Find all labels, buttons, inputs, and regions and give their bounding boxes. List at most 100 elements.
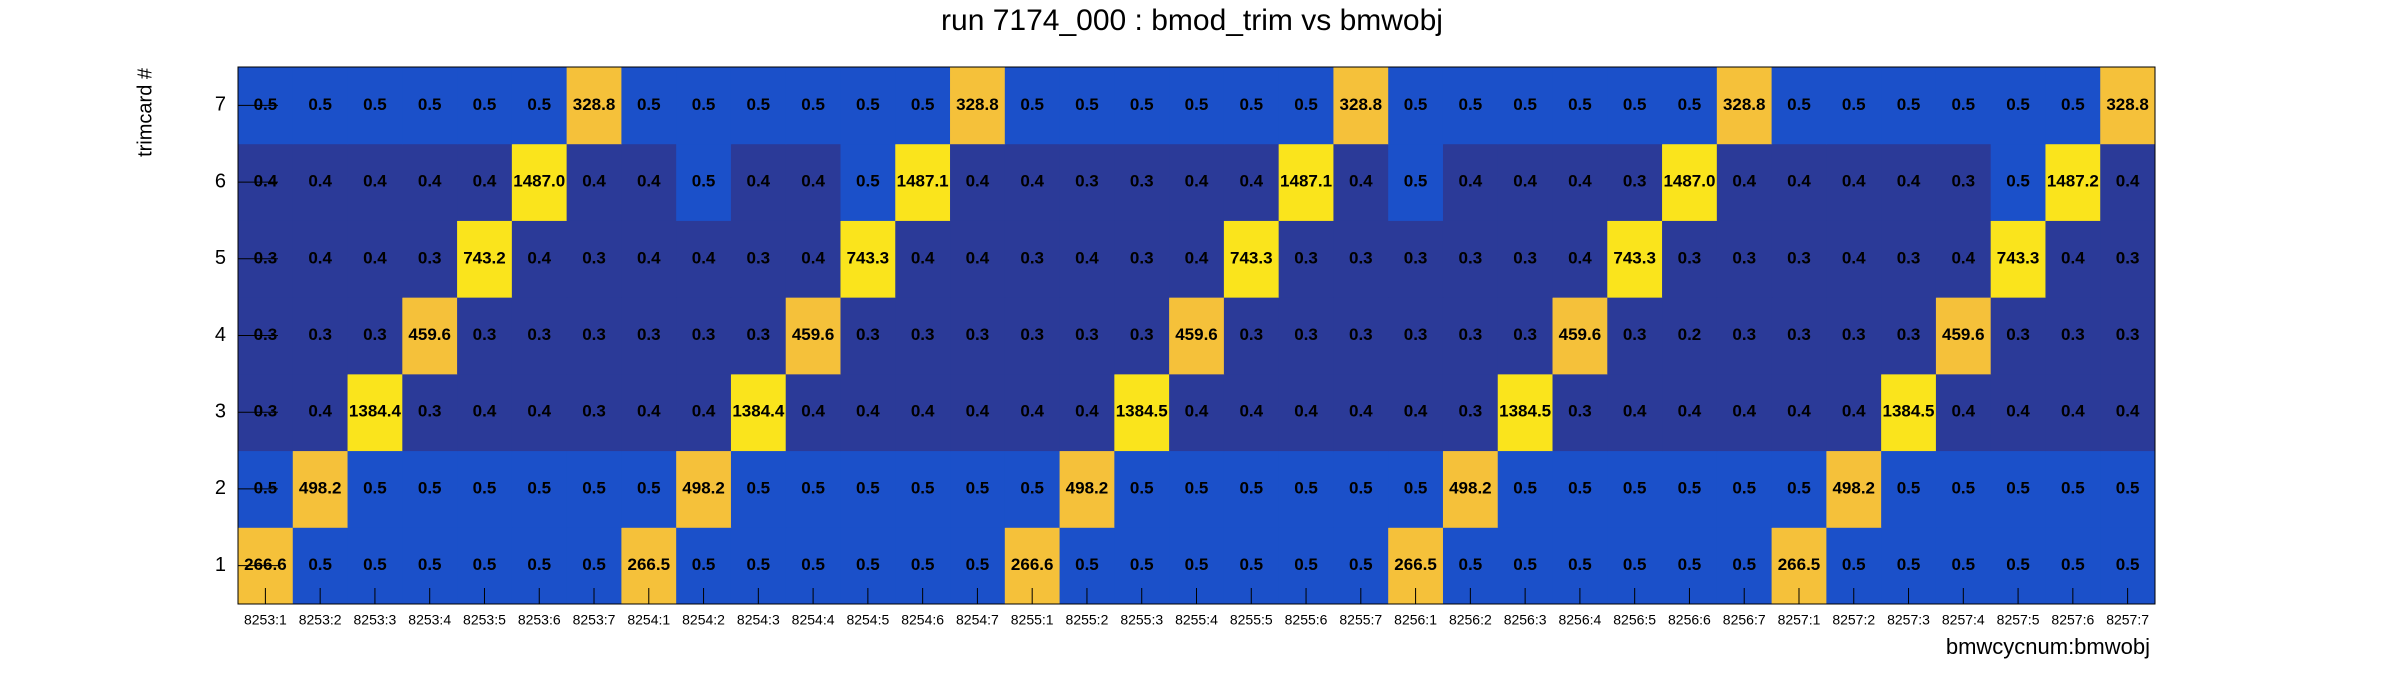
heatmap-cell <box>1442 373 1499 452</box>
heatmap-cell <box>1114 450 1170 528</box>
cell-label: 0.5 <box>966 478 990 497</box>
cell-label: 0.5 <box>1568 478 1592 497</box>
cell-label: 0.4 <box>1951 248 1975 267</box>
cell-label: 0.4 <box>1732 172 1756 191</box>
heatmap-cell <box>1497 297 1554 375</box>
heatmap-cell <box>840 297 896 375</box>
heatmap-cell <box>1442 220 1499 298</box>
cell-label: 0.3 <box>1459 325 1483 344</box>
heatmap-cell <box>2100 297 2156 375</box>
heatmap-cell <box>895 220 951 298</box>
heatmap-cell <box>1223 450 1280 528</box>
heatmap-cell <box>1826 67 1882 145</box>
cell-label: 0.5 <box>911 555 935 574</box>
heatmap-cell <box>1223 297 1280 375</box>
x-tick-label: 8257:3 <box>1887 612 1930 628</box>
heatmap-cell <box>292 143 349 221</box>
x-tick-label: 8253:7 <box>573 612 616 628</box>
heatmap-cell <box>1552 143 1608 221</box>
cell-label: 0.3 <box>1075 172 1099 191</box>
cell-label: 0.5 <box>856 172 880 191</box>
cell-label: 0.4 <box>1239 402 1263 421</box>
x-tick-label: 8257:2 <box>1832 612 1875 628</box>
heatmap-cell <box>347 450 403 528</box>
x-tick-label: 8256:6 <box>1668 612 1711 628</box>
cell-label: 0.4 <box>1239 172 1263 191</box>
cell-label: 0.4 <box>1732 402 1756 421</box>
cell-label: 0.5 <box>473 478 497 497</box>
cell-label: 0.4 <box>1842 402 1866 421</box>
x-tick-label: 8256:1 <box>1394 612 1437 628</box>
cell-label: 459.6 <box>1942 325 1985 344</box>
x-tick-label: 8255:3 <box>1120 612 1163 628</box>
heatmap-cell <box>457 450 513 528</box>
heatmap-cell <box>1278 67 1334 145</box>
cell-label: 0.5 <box>747 95 771 114</box>
heatmap-cell <box>1881 450 1937 528</box>
cell-label: 0.5 <box>1678 478 1702 497</box>
cell-label: 0.5 <box>1951 478 1975 497</box>
cell-label: 0.3 <box>1568 402 1592 421</box>
cell-label: 0.5 <box>473 95 497 114</box>
x-tick-label: 8253:4 <box>408 612 451 628</box>
heatmap-cell <box>2100 373 2156 452</box>
cell-label: 0.3 <box>1678 248 1702 267</box>
heatmap-cell <box>785 143 841 221</box>
heatmap-cell <box>840 450 896 528</box>
x-tick-label: 8254:3 <box>737 612 780 628</box>
cell-label: 0.3 <box>966 325 990 344</box>
heatmap-cell <box>1771 373 1827 452</box>
cell-label: 0.5 <box>254 95 278 114</box>
cell-label: 0.5 <box>1130 478 1154 497</box>
cell-label: 0.5 <box>1842 555 1866 574</box>
cell-label: 0.5 <box>2061 555 2085 574</box>
cell-label: 0.3 <box>1130 172 1154 191</box>
cell-label: 0.3 <box>418 402 442 421</box>
cell-label: 1487.1 <box>1280 172 1332 191</box>
heatmap-cell <box>1388 297 1444 375</box>
x-tick-label: 8255:5 <box>1230 612 1273 628</box>
heatmap-cell <box>895 297 951 375</box>
cell-label: 266.6 <box>244 555 287 574</box>
cell-label: 0.5 <box>1020 95 1044 114</box>
cell-label: 0.3 <box>1294 325 1318 344</box>
heatmap-cell <box>1771 143 1827 221</box>
heatmap-cell <box>785 67 841 145</box>
cell-label: 0.4 <box>801 248 825 267</box>
x-tick-label: 8253:1 <box>244 612 287 628</box>
cell-label: 0.5 <box>2061 95 2085 114</box>
heatmap-cell <box>1059 220 1115 298</box>
cell-label: 0.4 <box>2061 248 2085 267</box>
cell-label: 0.5 <box>1239 95 1263 114</box>
cell-label: 266.5 <box>628 555 671 574</box>
cell-label: 0.5 <box>1185 95 1209 114</box>
heatmap-cell <box>1881 220 1937 298</box>
heatmap-cell <box>785 450 841 528</box>
cell-label: 0.5 <box>692 172 716 191</box>
cell-label: 0.3 <box>2116 325 2140 344</box>
heatmap-cell <box>730 67 787 145</box>
cell-label: 0.5 <box>1513 555 1537 574</box>
cell-label: 0.3 <box>1623 325 1647 344</box>
heatmap-cell <box>402 67 458 145</box>
cell-label: 0.4 <box>1294 402 1318 421</box>
cell-label: 0.3 <box>747 248 771 267</box>
heatmap-cell <box>785 220 841 298</box>
x-tick-label: 8254:6 <box>901 612 944 628</box>
heatmap-cell <box>1333 297 1389 375</box>
cell-label: 328.8 <box>573 95 616 114</box>
heatmap-cell <box>950 67 1006 145</box>
cell-label: 0.5 <box>1294 555 1318 574</box>
x-tick-label: 8254:1 <box>627 612 670 628</box>
cell-label: 1487.2 <box>2047 172 2099 191</box>
heatmap-cell <box>2045 143 2101 221</box>
cell-label: 0.5 <box>1513 478 1537 497</box>
heatmap-cell <box>1004 220 1061 298</box>
heatmap-cell <box>1169 373 1225 452</box>
heatmap-cell <box>2045 373 2101 452</box>
heatmap-cell <box>730 143 787 221</box>
heatmap-cell <box>347 220 403 298</box>
cell-label: 0.4 <box>801 172 825 191</box>
heatmap-cell <box>1771 450 1827 528</box>
